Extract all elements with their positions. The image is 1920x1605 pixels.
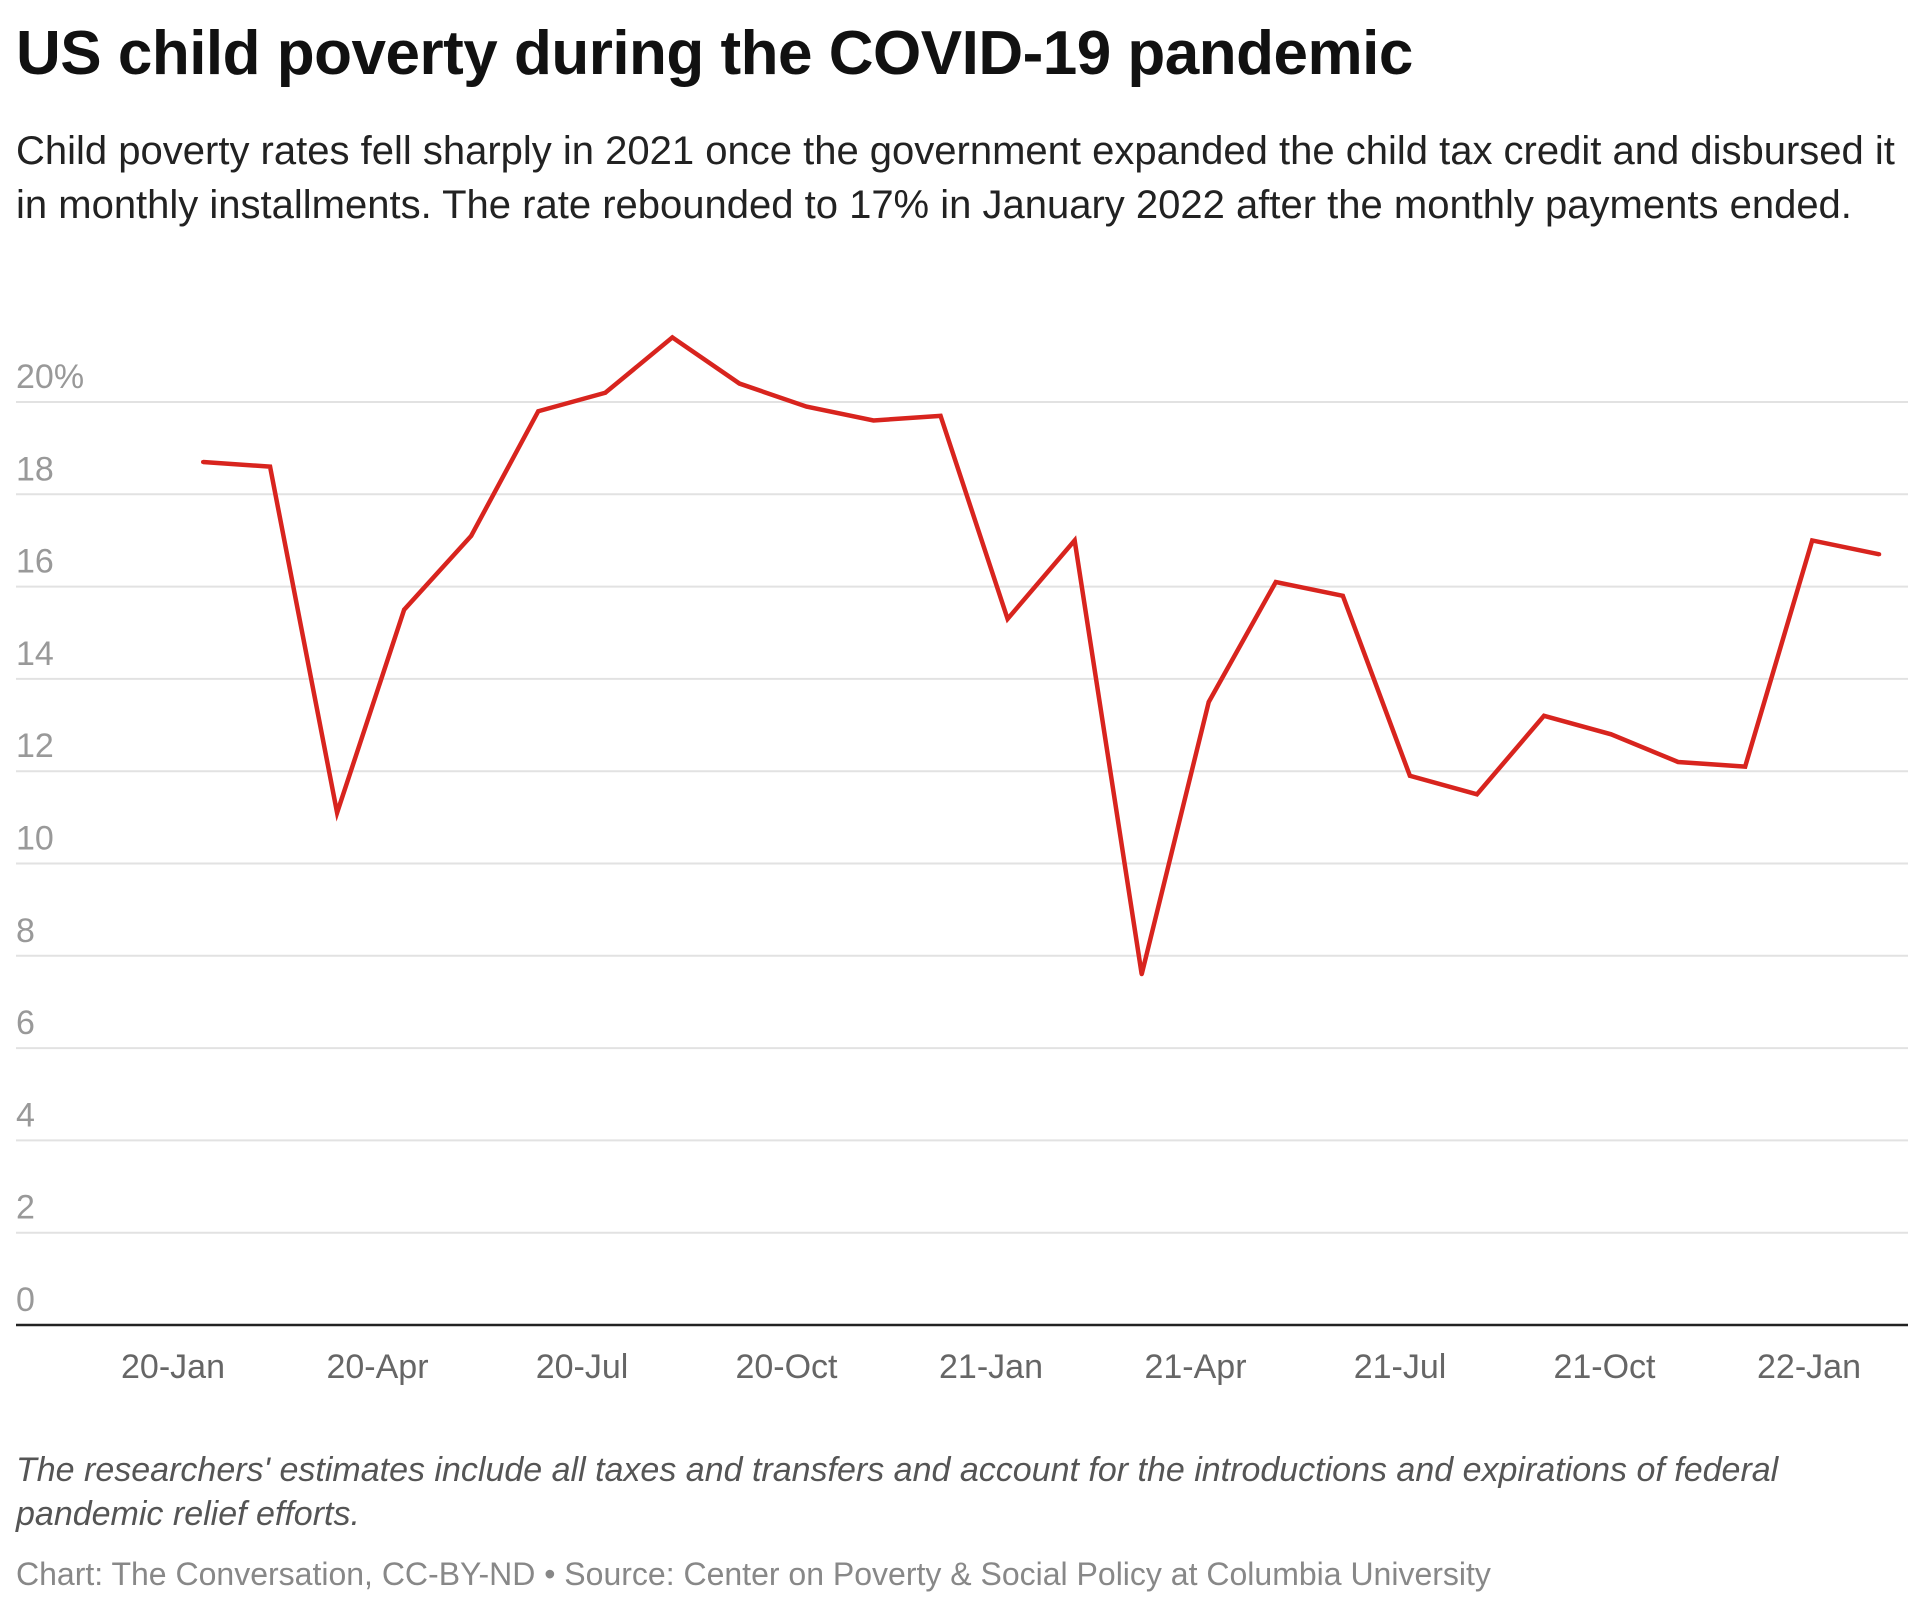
data-point	[335, 810, 340, 815]
y-tick-label: 0	[16, 1281, 35, 1319]
data-point	[1474, 792, 1479, 797]
y-tick-label: 20%	[16, 358, 84, 396]
data-point	[1407, 773, 1412, 778]
chart-subtitle: Child poverty rates fell sharply in 2021…	[16, 129, 1895, 227]
data-point	[737, 381, 742, 386]
data-point	[1206, 699, 1211, 704]
y-tick-label: 14	[16, 635, 54, 673]
chart-note: The researchers' estimates include all t…	[16, 1451, 1779, 1533]
data-point	[1676, 759, 1681, 764]
data-point	[871, 418, 876, 423]
y-tick-label: 18	[16, 450, 54, 488]
x-tick-label: 20-Oct	[735, 1348, 838, 1386]
data-point	[201, 459, 205, 464]
chart-source: Chart: The Conversation, CC-BY-ND • Sour…	[16, 1556, 1491, 1592]
data-point	[536, 409, 541, 414]
y-tick-label: 6	[16, 1004, 35, 1042]
data-point	[1273, 579, 1278, 584]
data-point	[1877, 552, 1882, 557]
data-point	[1072, 538, 1077, 543]
data-point	[469, 533, 474, 538]
data-point	[402, 607, 407, 612]
x-tick-label: 21-Jan	[939, 1348, 1043, 1386]
x-tick-label: 21-Oct	[1553, 1348, 1656, 1386]
data-point	[1810, 538, 1815, 543]
data-point	[1340, 593, 1345, 598]
y-tick-label: 16	[16, 543, 54, 581]
y-tick-label: 12	[16, 727, 54, 765]
y-tick-label: 8	[16, 912, 35, 950]
x-tick-label: 20-Jan	[121, 1348, 225, 1386]
data-point	[1609, 732, 1614, 737]
data-point	[1542, 713, 1546, 718]
data-point	[804, 404, 809, 409]
data-point	[1005, 616, 1010, 621]
x-tick-label: 21-Jul	[1354, 1348, 1447, 1386]
y-tick-label: 2	[16, 1189, 35, 1227]
data-point	[938, 413, 943, 418]
x-tick-label: 21-Apr	[1144, 1348, 1246, 1386]
chart-title: US child poverty during the COVID-19 pan…	[16, 19, 1413, 88]
x-tick-label: 20-Apr	[326, 1348, 428, 1386]
y-tick-label: 4	[16, 1096, 35, 1134]
data-point	[603, 390, 608, 395]
data-point	[670, 335, 675, 340]
series-line	[202, 334, 1880, 975]
data-point	[1743, 764, 1748, 769]
data-point	[268, 464, 273, 469]
data-point	[1139, 972, 1144, 977]
x-tick-label: 20-Jul	[536, 1348, 629, 1386]
y-tick-label: 10	[16, 820, 54, 858]
x-tick-label: 22-Jan	[1757, 1348, 1861, 1386]
